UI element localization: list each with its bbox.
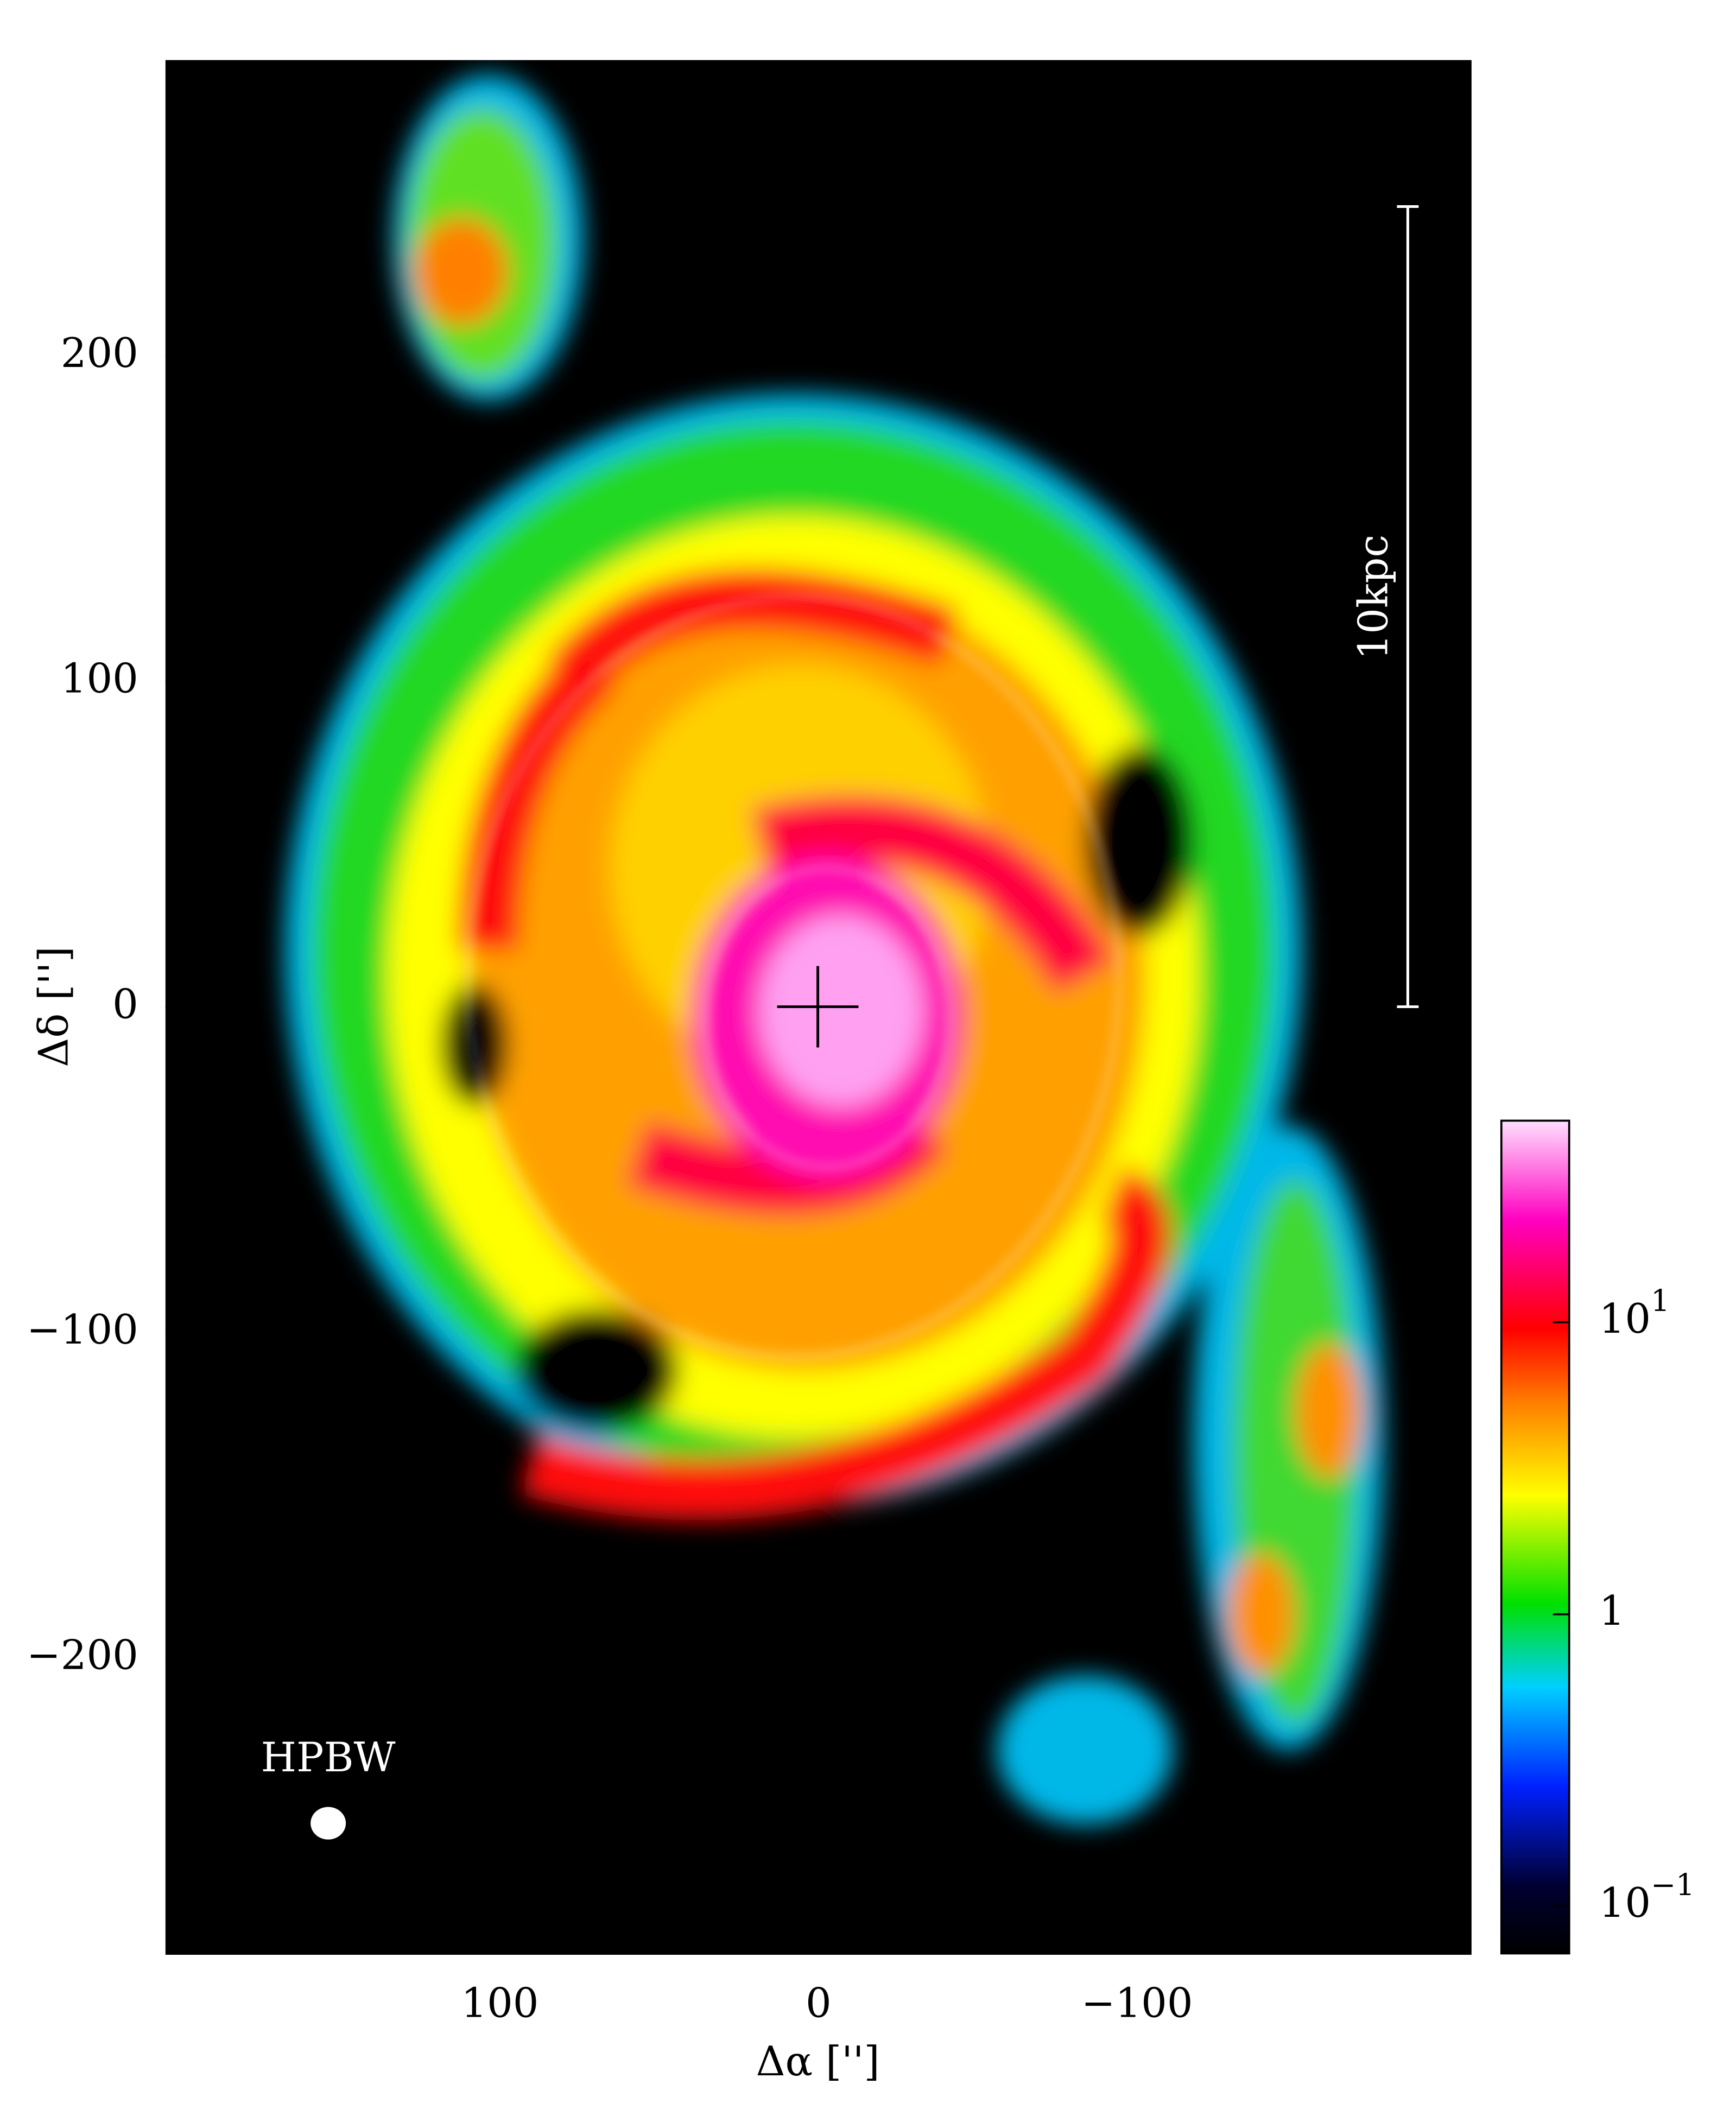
colorbar-tick-exponent: −1 bbox=[1651, 1867, 1695, 1902]
colorbar-tick-label: 101 bbox=[1599, 1283, 1670, 1342]
y-tick-label: −200 bbox=[27, 1631, 138, 1679]
x-tick-label: −100 bbox=[1081, 1979, 1193, 2026]
beam bbox=[311, 1807, 346, 1840]
beam-label: HPBW bbox=[261, 1733, 396, 1781]
colorbar-tick-label: 10−1 bbox=[1599, 1867, 1695, 1927]
x-axis-label: Δα [''] bbox=[756, 2037, 879, 2085]
y-tick-label: −100 bbox=[27, 1306, 138, 1353]
intensity-map bbox=[284, 75, 1419, 1840]
x-tick-label: 100 bbox=[461, 1979, 538, 2026]
colorbar bbox=[1500, 1119, 1570, 1955]
y-tick-label: 200 bbox=[61, 329, 138, 377]
y-axis-label: Δδ [''] bbox=[29, 946, 77, 1067]
colorbar-tick-label: 1 bbox=[1599, 1587, 1625, 1635]
y-tick-label: 100 bbox=[61, 655, 138, 702]
y-tick-label: 0 bbox=[112, 980, 138, 1028]
x-tick-label: 0 bbox=[806, 1979, 832, 2026]
colorbar-tick-exponent: 1 bbox=[1651, 1283, 1670, 1318]
scale-bar bbox=[1397, 205, 1419, 1009]
scale-label: 10kpc bbox=[1349, 535, 1397, 660]
